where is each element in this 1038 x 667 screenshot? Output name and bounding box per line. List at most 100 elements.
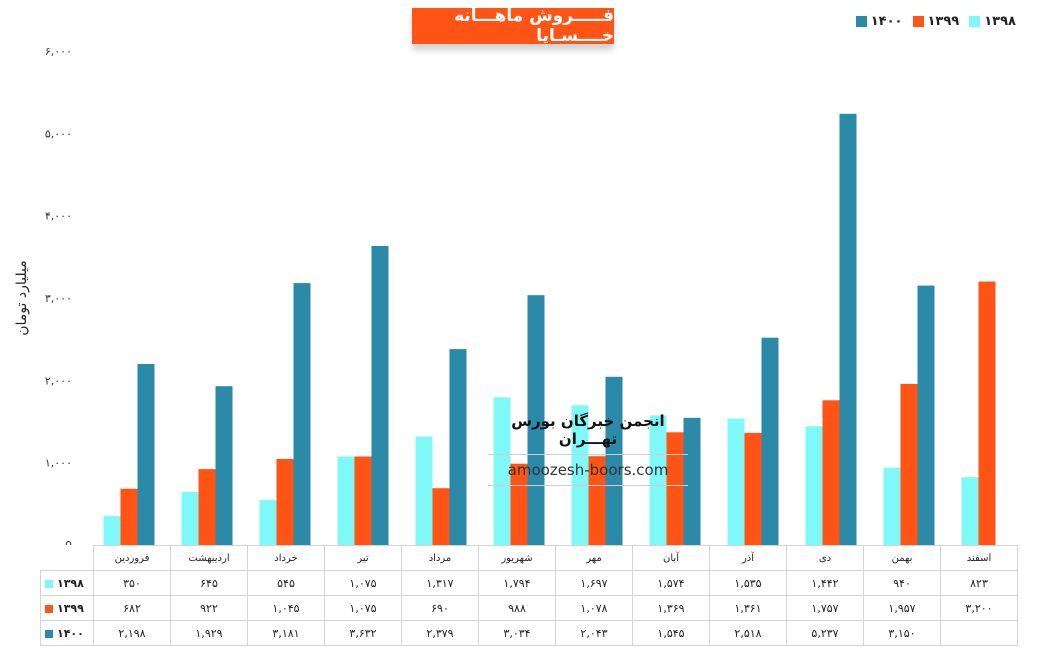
bar-0-8	[727, 418, 745, 545]
bar-0-5	[493, 397, 511, 545]
data-label	[940, 620, 1018, 646]
x-tick-label: آبان	[632, 545, 710, 571]
y-tick-label: ۱,۰۰۰	[45, 457, 72, 470]
data-label: ۱,۵۷۴	[632, 570, 710, 596]
data-label: ۱,۵۳۵	[709, 570, 787, 596]
bar-0-3	[337, 456, 355, 545]
data-label: ۲,۰۴۳	[555, 620, 633, 646]
data-label: ۳,۰۳۴	[478, 620, 556, 646]
bar-1-6	[588, 456, 606, 545]
legend-swatch-1398	[969, 16, 981, 27]
bar-2-5	[527, 295, 545, 545]
data-label: ۱,۴۴۲	[786, 570, 864, 596]
data-label: ۱,۳۱۷	[401, 570, 479, 596]
x-tick-label: تیر	[324, 545, 402, 571]
data-label: ۲,۱۹۸	[93, 620, 171, 646]
table-legend-swatch	[45, 579, 53, 588]
bar-1-3	[354, 456, 372, 545]
y-tick-label: ۵,۰۰۰	[45, 127, 72, 140]
table-series-name: ۱۳۹۹	[57, 601, 84, 615]
y-tick-label: ۳,۰۰۰	[45, 292, 72, 305]
table-row-header: ۱۳۹۸	[40, 570, 94, 596]
data-label: ۱,۰۷۵	[324, 595, 402, 621]
legend-label-1399: ۱۳۹۹	[927, 14, 960, 29]
data-label: ۱,۷۵۷	[786, 595, 864, 621]
bar-1-4	[432, 488, 450, 545]
legend-swatch-1399	[912, 16, 924, 27]
data-label: ۱,۵۴۵	[632, 620, 710, 646]
bar-0-9	[805, 426, 823, 545]
watermark-url: amoozesh-boors.com	[488, 455, 688, 486]
bar-2-1	[215, 386, 233, 545]
data-label: ۱,۳۶۱	[709, 595, 787, 621]
bar-2-6	[605, 376, 623, 545]
data-label: ۱,۶۹۷	[555, 570, 633, 596]
legend-label-1398: ۱۳۹۸	[984, 14, 1016, 29]
data-label: ۹۸۸	[478, 595, 556, 621]
bar-0-2	[259, 500, 277, 545]
bar-0-4	[415, 436, 433, 545]
table-corner	[40, 545, 94, 571]
data-label: ۵۴۵	[247, 570, 325, 596]
data-label: ۹۲۲	[170, 595, 248, 621]
table-row: ۱۳۹۸ ۳۵۰ ۶۴۵ ۵۴۵ ۱,۰۷۵ ۱,۳۱۷ ۱,۷۹۴ ۱,۶۹۷ ۱,۵۷۴ ۱,…	[40, 570, 1018, 596]
data-label: ۵,۲۳۷	[786, 620, 864, 646]
data-table: فروردین اردیبهشت خرداد تیر مرداد شهریور مهر آبا…	[40, 545, 1018, 646]
data-label: ۶۹۰	[401, 595, 479, 621]
chart-title: فـــــروش ماهـــانه خــــسـاپا	[412, 6, 614, 46]
x-tick-label: فروردین	[93, 545, 171, 571]
legend-item-1399: ۱۳۹۹	[912, 14, 960, 29]
x-tick-label: اسفند	[940, 545, 1018, 571]
x-tick-label: خرداد	[247, 545, 325, 571]
x-tick-label: آذر	[709, 545, 787, 571]
watermark-title: انجمن خبرگان بورس تهـــران	[488, 412, 688, 455]
x-tick-label: شهریور	[478, 545, 556, 571]
watermark: انجمن خبرگان بورس تهـــران amoozesh-boor…	[488, 412, 688, 486]
legend-label-1400: ۱۴۰۰	[870, 14, 903, 29]
bar-1-1	[198, 469, 216, 545]
x-tick-label: مهر	[555, 545, 633, 571]
bar-2-2	[293, 283, 311, 545]
chart-legend: ۱۴۰۰ ۱۳۹۹ ۱۳۹۸	[855, 14, 1016, 29]
data-label: ۱,۹۵۷	[863, 595, 941, 621]
bar-1-9	[822, 400, 840, 545]
legend-swatch-1400	[855, 16, 867, 27]
table-row: ۱۳۹۹ ۶۸۲ ۹۲۲ ۱,۰۴۵ ۱,۰۷۵ ۶۹۰ ۹۸۸ ۱,۰۷۸ ۱,۳۶۹ ۱,۳۶…	[40, 595, 1018, 621]
x-tick-label: مرداد	[401, 545, 479, 571]
data-label: ۲,۳۷۹	[401, 620, 479, 646]
data-label: ۳,۲۰۰	[940, 595, 1018, 621]
bar-2-10	[917, 285, 935, 545]
bar-2-9	[839, 113, 857, 545]
y-tick-label: ۴,۰۰۰	[45, 210, 72, 223]
data-label: ۹۴۰	[863, 570, 941, 596]
bar-1-11	[978, 281, 996, 545]
table-series-name: ۱۴۰۰	[57, 626, 84, 640]
bar-0-11	[961, 477, 979, 545]
bar-2-7	[683, 417, 701, 545]
bar-0-6	[571, 405, 589, 545]
bar-2-4	[449, 349, 467, 545]
bar-0-7	[649, 415, 667, 545]
x-tick-label: دی	[786, 545, 864, 571]
table-row-header: ۱۴۰۰	[40, 620, 94, 646]
data-label: ۲,۵۱۸	[709, 620, 787, 646]
data-label: ۶۸۲	[93, 595, 171, 621]
bar-0-1	[181, 491, 199, 545]
bar-1-8	[744, 432, 762, 545]
data-label: ۱,۹۲۹	[170, 620, 248, 646]
data-label: ۳۵۰	[93, 570, 171, 596]
bar-1-5	[510, 463, 528, 545]
bar-1-7	[666, 432, 684, 545]
legend-item-1398: ۱۳۹۸	[969, 14, 1016, 29]
table-row-header: ۱۳۹۹	[40, 595, 94, 621]
y-tick-label: ۲,۰۰۰	[45, 374, 72, 387]
bar-2-0	[137, 364, 155, 545]
bar-1-0	[120, 488, 138, 545]
data-label: ۱,۳۶۹	[632, 595, 710, 621]
data-label: ۱,۰۷۸	[555, 595, 633, 621]
data-label: ۳,۱۵۰	[863, 620, 941, 646]
y-tick-label: ۶,۰۰۰	[45, 45, 72, 58]
bar-1-2	[276, 459, 294, 545]
table-legend-swatch	[45, 604, 53, 613]
table-series-name: ۱۳۹۸	[57, 576, 84, 590]
